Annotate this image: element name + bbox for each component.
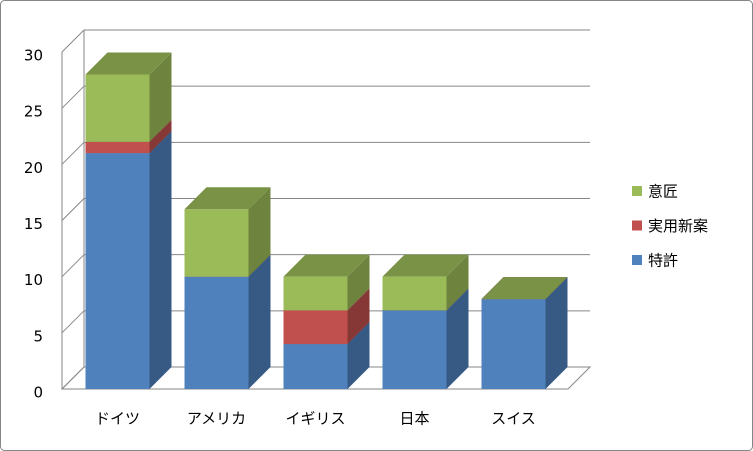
bar-front <box>382 276 447 311</box>
grid-line-side <box>61 85 85 109</box>
bar-side <box>545 277 568 389</box>
bar-front <box>85 153 150 389</box>
legend-label: 特許 <box>648 252 678 270</box>
legend-marker <box>632 255 642 265</box>
grid-line-side <box>61 254 85 278</box>
bar-front <box>283 310 348 345</box>
grid-line-side <box>61 310 85 334</box>
x-tick-label: イギリス <box>285 410 345 428</box>
bar-side <box>248 254 271 389</box>
bar-segment <box>283 254 370 311</box>
legend-marker <box>632 220 642 231</box>
x-tick-label: スイス <box>491 410 536 428</box>
x-tick-label: 日本 <box>399 410 429 428</box>
bar-segment <box>85 131 172 389</box>
y-tick-label: 10 <box>24 271 43 289</box>
y-tick-label: 25 <box>24 103 43 121</box>
bar-side <box>248 187 271 277</box>
legend-label: 意匠 <box>648 183 678 201</box>
grid-line-side <box>61 29 85 53</box>
bar-top <box>184 187 271 210</box>
bar-segment <box>184 187 271 277</box>
bar-front <box>85 141 150 154</box>
bar-front <box>184 276 249 389</box>
bar-side <box>347 322 370 389</box>
bar-side <box>347 288 370 345</box>
y-tick-label: 30 <box>24 47 43 65</box>
grid-line-side <box>61 366 85 390</box>
legend-label: 実用新案 <box>648 217 708 235</box>
grid-line-side <box>61 141 85 165</box>
bar-segment <box>85 52 172 142</box>
y-tick-label: 15 <box>24 215 43 233</box>
bar-top <box>481 277 568 300</box>
bar-side <box>149 119 172 154</box>
bar-side <box>149 131 172 389</box>
bar-side <box>446 254 469 311</box>
bar-front <box>85 74 150 142</box>
bar-front <box>283 276 348 311</box>
bar-top <box>283 254 370 277</box>
y-tick-label: 5 <box>33 327 43 345</box>
bar-front <box>481 299 546 389</box>
bar-side <box>347 254 370 311</box>
bar-side <box>446 288 469 389</box>
bar-segment <box>382 254 469 311</box>
bar-side <box>149 52 172 142</box>
y-tick-label: 0 <box>33 384 43 402</box>
legend-marker <box>632 186 642 196</box>
x-tick-label: アメリカ <box>187 410 246 428</box>
bar-top <box>382 254 469 277</box>
x-tick-label: ドイツ <box>95 410 140 428</box>
bar-segment <box>481 277 568 300</box>
grid-line-side <box>61 198 85 221</box>
y-tick-label: 20 <box>24 159 43 177</box>
bar-front <box>382 310 447 389</box>
bar-top <box>85 52 172 75</box>
bar-front <box>283 344 348 389</box>
bar-front <box>184 209 249 277</box>
